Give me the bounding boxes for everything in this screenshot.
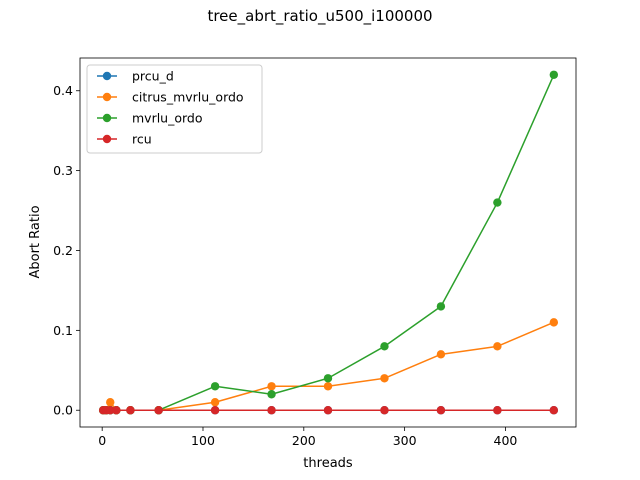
y-axis-label: Abort Ratio	[28, 205, 43, 278]
y-tick-label: 0.0	[53, 403, 73, 418]
data-point	[549, 318, 559, 327]
legend-label: mvrlu_ordo	[132, 111, 203, 126]
data-point	[154, 406, 163, 415]
legend-marker	[102, 113, 112, 123]
series-line	[103, 321, 555, 411]
legend-marker	[102, 92, 112, 102]
x-tick-label: 300	[393, 433, 417, 448]
chart-title: tree_abrt_ratio_u500_i100000	[207, 7, 432, 26]
x-axis: 0 100 200 300 400	[98, 427, 517, 448]
data-point	[549, 406, 559, 415]
legend-label: rcu	[132, 132, 152, 147]
data-point	[380, 374, 389, 383]
y-tick-label: 0.2	[53, 243, 73, 258]
data-point	[493, 342, 502, 351]
data-point	[493, 406, 502, 415]
data-point	[380, 342, 389, 351]
data-point	[106, 406, 115, 415]
data-point	[267, 406, 276, 415]
legend-box	[86, 64, 263, 154]
data-point	[267, 382, 276, 391]
data-point	[493, 198, 502, 207]
data-point	[210, 406, 220, 415]
legend-marker	[102, 71, 112, 81]
legend-label: citrus_mvrlu_ordo	[132, 90, 244, 105]
data-point	[210, 398, 220, 407]
y-axis: 0.0 0.1 0.2 0.3 0.4	[53, 83, 80, 418]
x-tick-label: 100	[191, 433, 215, 448]
x-tick-label: 400	[494, 433, 518, 448]
series-rcu	[98, 406, 559, 415]
data-point	[436, 406, 446, 415]
data-point	[106, 398, 115, 407]
x-axis-label: threads	[303, 456, 353, 471]
y-tick-label: 0.1	[53, 323, 73, 338]
data-point	[126, 406, 135, 415]
data-point	[436, 350, 446, 359]
legend-marker	[102, 134, 112, 144]
data-point	[323, 382, 333, 391]
data-point	[112, 406, 121, 415]
x-tick-label: 200	[292, 433, 316, 448]
axes-frame	[79, 57, 577, 428]
x-tick-label: 0	[98, 433, 106, 448]
data-point	[436, 302, 446, 311]
data-point	[323, 406, 333, 415]
data-point	[380, 406, 389, 415]
data-point	[210, 382, 220, 391]
data-point	[549, 70, 559, 79]
y-tick-label: 0.4	[53, 83, 73, 98]
data-point	[323, 374, 333, 383]
y-tick-label: 0.3	[53, 163, 73, 178]
plot-area	[98, 70, 559, 415]
data-point	[267, 390, 276, 399]
legend-label: prcu_d	[132, 69, 174, 84]
series-citrus_mvrlu_ordo	[98, 318, 559, 415]
